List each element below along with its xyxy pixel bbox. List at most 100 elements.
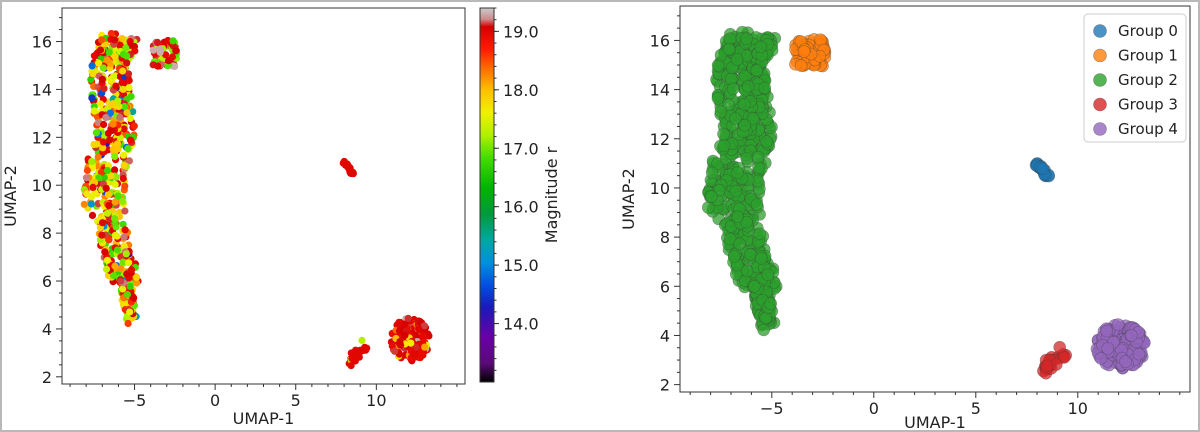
magnitude-point (172, 47, 180, 55)
group-point (754, 40, 768, 54)
magnitude-point (95, 174, 103, 182)
magnitude-point (401, 332, 409, 340)
group-point (727, 249, 741, 263)
magnitude-point (109, 120, 117, 128)
magnitude-point (116, 113, 124, 121)
right-points-layer (701, 25, 1151, 380)
magnitude-point (99, 144, 107, 152)
magnitude-point (115, 102, 123, 111)
group-point (1125, 328, 1138, 342)
magnitude-point (120, 102, 129, 111)
group-point (1101, 342, 1114, 355)
magnitude-point (80, 200, 88, 208)
magnitude-point (108, 126, 116, 135)
group-scatter-panel: −5 0 5 10 2 4 6 8 10 12 14 16 UMAP-1 UMAP-2 Group 0… (619, 5, 1191, 432)
magnitude-point (98, 75, 106, 83)
y-tick-label: 10 (650, 179, 670, 198)
magnitude-point (124, 145, 132, 153)
magnitude-point (362, 346, 370, 354)
group-point (705, 166, 719, 180)
magnitude-point (123, 270, 131, 278)
y-tick-label: 2 (42, 368, 52, 387)
x-tick-label: 0 (869, 399, 879, 418)
magnitude-point (92, 129, 100, 137)
x-tick-label: 10 (1068, 399, 1088, 418)
group-point (1040, 359, 1054, 373)
legend-label: Group 4 (1118, 120, 1178, 138)
group-point (705, 190, 718, 203)
magnitude-point (123, 52, 131, 60)
legend-label: Group 0 (1118, 22, 1178, 40)
magnitude-point (111, 231, 119, 239)
group-point (740, 264, 754, 278)
group-point (746, 112, 760, 125)
magnitude-point (116, 134, 124, 142)
group-point (753, 227, 767, 241)
group-point (1036, 162, 1050, 176)
magnitude-point (122, 44, 130, 52)
magnitude-point (94, 153, 102, 161)
magnitude-point (347, 362, 355, 370)
magnitude-point (125, 259, 133, 267)
magnitude-point (88, 94, 96, 102)
y-tick-label: 8 (660, 228, 670, 247)
magnitude-point (345, 163, 353, 171)
group-point (730, 53, 744, 66)
legend: Group 0 Group 1 Group 2 Group 3 Group 4 (1083, 13, 1187, 143)
magnitude-point (425, 332, 433, 340)
y-tick-label: 6 (660, 277, 670, 296)
group-point (738, 98, 751, 111)
magnitude-point (133, 279, 141, 287)
magnitude-point (119, 285, 127, 293)
group-point (740, 215, 753, 229)
group-point (751, 150, 765, 164)
group-point (1100, 324, 1113, 338)
colorbar-ticks-layer: 14.0 15.0 16.0 17.0 18.0 19.0 (494, 7, 539, 371)
group-point (797, 45, 811, 58)
legend-box (1083, 13, 1187, 143)
magnitude-point (120, 151, 128, 159)
magnitude-point (94, 59, 103, 67)
magnitude-point (120, 80, 128, 88)
magnitude-point (87, 200, 95, 208)
y-tick-label: 16 (650, 31, 670, 50)
y-tick-label: 12 (650, 130, 670, 149)
magnitude-point (120, 161, 128, 170)
legend-marker (1093, 73, 1107, 87)
magnitude-point (415, 325, 423, 333)
magnitude-point (126, 136, 135, 144)
magnitude-point (110, 72, 118, 80)
group-point (794, 59, 808, 72)
magnitude-point (119, 85, 127, 93)
colorbar-tick-label: 17.0 (503, 139, 539, 158)
magnitude-point (119, 220, 127, 228)
group-point (722, 42, 736, 56)
legend-label: Group 2 (1118, 71, 1178, 89)
group-point (714, 105, 728, 118)
magnitude-point (396, 338, 404, 346)
magnitude-point (93, 140, 101, 148)
magnitude-point (88, 211, 97, 219)
magnitude-point (100, 85, 108, 93)
group-point (755, 251, 768, 265)
group-point (717, 139, 731, 153)
magnitude-point (350, 349, 358, 357)
magnitude-point (117, 277, 125, 285)
magnitude-point (111, 152, 119, 161)
magnitude-point (103, 56, 111, 64)
magnitude-point (119, 197, 127, 205)
magnitude-point (121, 226, 129, 234)
magnitude-point (83, 166, 91, 175)
legend-marker (1093, 122, 1107, 136)
magnitude-point (124, 70, 133, 78)
magnitude-point (129, 108, 137, 116)
magnitude-point (348, 355, 356, 363)
magnitude-point (127, 266, 136, 274)
group-point (740, 32, 753, 46)
group-point (723, 32, 737, 46)
magnitude-point (105, 48, 113, 57)
group-point (760, 135, 774, 148)
group-point (764, 297, 778, 310)
magnitude-point (111, 36, 119, 44)
